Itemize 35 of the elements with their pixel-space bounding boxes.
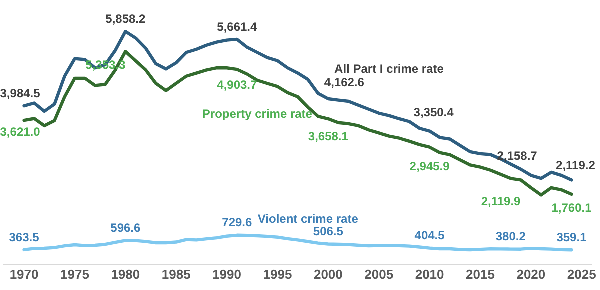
series-label: Property crime rate xyxy=(202,106,313,121)
data-label: 729.6 xyxy=(222,216,253,230)
data-label: 5,858.2 xyxy=(106,12,146,26)
data-label: 4,903.7 xyxy=(217,78,258,92)
data-label: 2,119.9 xyxy=(481,194,522,208)
data-label: 596.6 xyxy=(110,221,141,236)
x-tick-label: 1990 xyxy=(212,266,242,282)
data-label: 380.2 xyxy=(496,230,526,244)
x-tick-label: 1970 xyxy=(10,266,39,282)
x-tick-label: 1995 xyxy=(263,266,292,282)
x-tick-label: 2000 xyxy=(314,266,343,282)
data-label: 5,661.4 xyxy=(217,20,258,34)
x-tick-label: 1980 xyxy=(111,266,140,282)
data-label: 3,621.0 xyxy=(0,124,41,139)
data-label: 359.1 xyxy=(556,230,588,244)
x-tick-label: 2025 xyxy=(567,266,596,282)
data-label: 3,984.5 xyxy=(0,86,41,100)
data-label: 363.5 xyxy=(9,230,40,244)
x-tick-label: 2020 xyxy=(516,266,546,282)
x-tick-label: 1975 xyxy=(60,266,90,282)
x-tick-label: 2010 xyxy=(415,266,444,282)
series-label: Violent crime rate xyxy=(258,212,359,226)
series-label: All Part I crime rate xyxy=(334,62,444,76)
data-label: 1,760.1 xyxy=(552,200,592,215)
data-label: 506.5 xyxy=(313,224,344,239)
data-label: 3,658.1 xyxy=(308,129,349,144)
data-label: 4,162.6 xyxy=(324,75,365,90)
x-tick-label: 2005 xyxy=(364,266,394,282)
data-label: 404.5 xyxy=(414,228,446,243)
x-tick-label: 1985 xyxy=(162,266,191,282)
x-tick-label: 2015 xyxy=(466,266,495,282)
data-label: 2,945.9 xyxy=(410,160,450,174)
data-label: 3,350.4 xyxy=(414,106,454,120)
data-label: 2,119.2 xyxy=(556,158,596,173)
data-label: 2,158.7 xyxy=(497,148,538,163)
